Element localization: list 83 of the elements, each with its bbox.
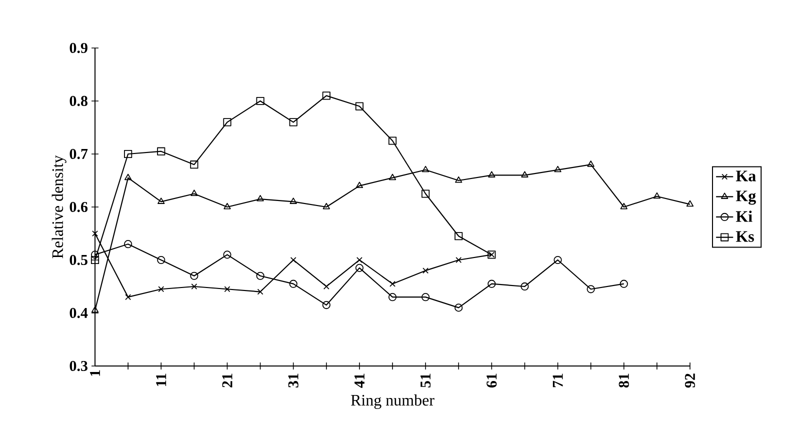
point — [90, 256, 100, 264]
point — [586, 285, 595, 294]
point — [455, 176, 462, 183]
point — [554, 166, 562, 172]
point — [158, 198, 165, 204]
point — [388, 136, 397, 145]
point — [521, 171, 528, 178]
point — [388, 293, 397, 302]
legend-label: Ka — [736, 170, 756, 182]
point — [290, 256, 296, 263]
point — [157, 256, 166, 264]
point — [554, 256, 562, 264]
legend-label: Ks — [736, 231, 754, 242]
x-axis-title: Ring number — [350, 394, 434, 409]
legend-label: Ki — [736, 210, 752, 222]
point — [686, 200, 694, 207]
x-tick-label: 31 — [288, 374, 298, 388]
point — [289, 118, 298, 126]
point — [422, 268, 429, 274]
point — [223, 118, 232, 126]
x-tick-label: 92 — [684, 374, 696, 388]
point — [90, 250, 100, 259]
point — [158, 286, 164, 292]
point — [190, 190, 198, 196]
point — [124, 150, 132, 158]
point — [125, 294, 132, 300]
y-tick-label: 0.3 — [70, 360, 88, 372]
y-tick-label: 0.9 — [70, 42, 88, 54]
point — [257, 288, 264, 295]
point — [454, 304, 463, 312]
point — [124, 240, 132, 248]
point — [322, 202, 330, 210]
point — [256, 194, 264, 202]
point — [190, 272, 198, 280]
point — [356, 256, 362, 263]
point — [488, 280, 496, 288]
x-tick-label: 41 — [354, 374, 364, 388]
point — [653, 192, 661, 199]
point — [190, 160, 198, 169]
x-tick-label: 1 — [90, 370, 100, 376]
point — [388, 174, 396, 180]
point — [390, 280, 396, 287]
x-tick-label: 81 — [618, 374, 629, 388]
y-tick-label: 0.4 — [70, 308, 88, 318]
point — [587, 160, 594, 167]
point — [620, 280, 628, 288]
point — [356, 182, 364, 188]
y-tick-label: 0.7 — [70, 148, 88, 160]
point — [355, 102, 364, 110]
point — [454, 232, 463, 240]
x-tick-label: 61 — [486, 374, 497, 388]
x-tick-label: 71 — [552, 374, 563, 388]
legend-label: Kg — [736, 190, 756, 205]
point — [422, 166, 430, 172]
point — [224, 286, 230, 292]
point — [520, 282, 529, 291]
point — [289, 280, 298, 288]
point — [91, 306, 99, 313]
x-tick-label: 21 — [222, 374, 232, 388]
point — [620, 202, 628, 210]
x-tick-label: 11 — [156, 374, 166, 386]
point — [322, 92, 330, 100]
y-tick-label: 0.6 — [70, 202, 88, 212]
point — [422, 190, 430, 198]
point — [422, 293, 430, 302]
point — [157, 147, 166, 156]
point — [256, 96, 264, 106]
point — [224, 202, 231, 210]
point — [355, 264, 364, 272]
point — [488, 171, 496, 178]
point — [124, 174, 132, 180]
point — [456, 256, 462, 263]
y-tick-label: 0.8 — [70, 96, 88, 106]
point — [290, 198, 297, 204]
point — [322, 300, 330, 310]
x-tick-label: 51 — [420, 374, 431, 388]
y-axis-title: Relative density — [52, 155, 66, 258]
point — [256, 272, 264, 280]
point — [223, 250, 232, 259]
point — [92, 230, 98, 236]
y-tick-label: 0.5 — [70, 254, 88, 266]
point — [191, 283, 198, 290]
point — [323, 283, 330, 290]
